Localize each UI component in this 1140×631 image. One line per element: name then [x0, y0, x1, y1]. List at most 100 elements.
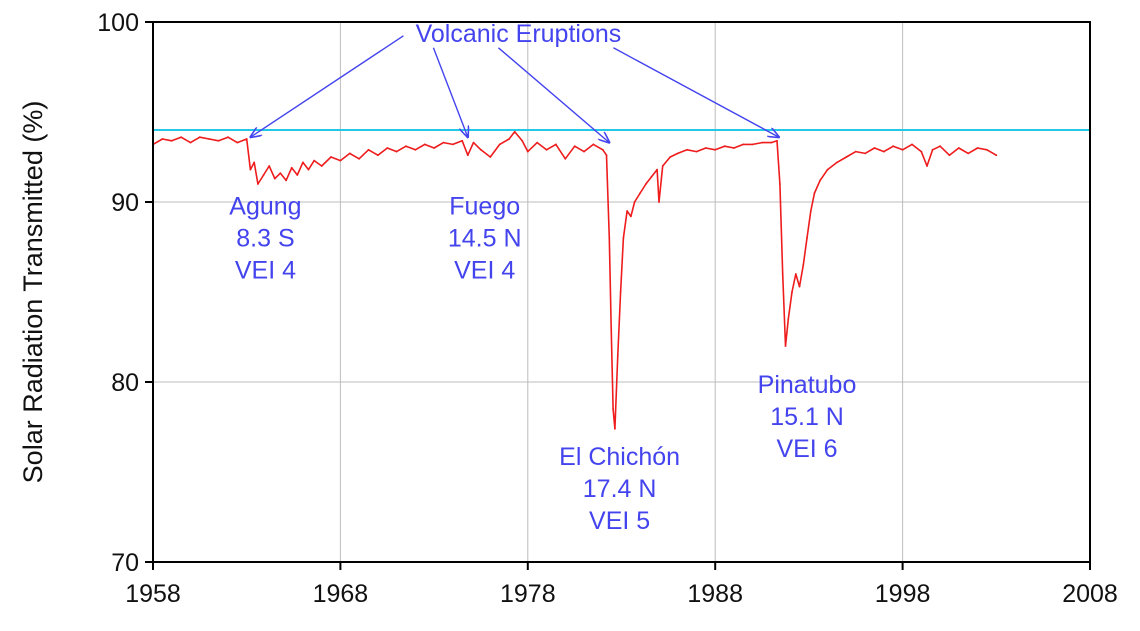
data-point [521, 139, 524, 142]
data-point [377, 154, 379, 157]
data-point [931, 148, 934, 151]
data-point [612, 408, 614, 410]
data-point [610, 327, 613, 329]
data-point [948, 154, 951, 157]
data-point [770, 141, 773, 144]
data-point [285, 179, 287, 182]
data-point [405, 145, 407, 148]
x-tick-label: 1978 [500, 580, 556, 608]
data-point [236, 141, 239, 144]
data-point [262, 174, 265, 176]
eruption-vei: VEI 5 [589, 507, 650, 535]
data-point [273, 177, 276, 180]
data-point [461, 139, 464, 142]
eruption-vei: VEI 4 [235, 257, 296, 285]
data-point [864, 152, 866, 155]
data-point [656, 168, 658, 171]
plot-frame [152, 21, 1091, 563]
data-point [809, 210, 812, 212]
data-point [826, 168, 829, 171]
data-point [926, 165, 928, 167]
data-point [433, 147, 435, 149]
eruption-vei: VEI 6 [776, 435, 837, 463]
data-point [442, 141, 445, 144]
data-point [423, 143, 426, 146]
x-tick-label: 1998 [875, 580, 931, 608]
data-point [630, 215, 632, 218]
y-tick-label: 100 [97, 9, 139, 37]
data-point [967, 152, 970, 155]
data-point [307, 168, 310, 171]
data-point [249, 168, 252, 171]
eruption-arrow [250, 35, 404, 137]
data-point [472, 141, 475, 144]
data-point [414, 148, 417, 151]
data-point [290, 166, 293, 169]
data-point [489, 156, 492, 158]
data-point [619, 291, 622, 293]
eruption-name: Pinatubo [758, 371, 857, 399]
data-point [742, 143, 745, 146]
data-point [583, 150, 585, 153]
data-point [802, 264, 805, 266]
data-point [253, 161, 256, 164]
data-point [794, 273, 797, 275]
x-tick-label: 1958 [125, 580, 181, 608]
data-point [633, 201, 636, 203]
data-point [626, 210, 628, 212]
data-point [781, 273, 784, 275]
data-point [813, 192, 816, 194]
data-point [573, 145, 576, 148]
data-point [645, 183, 647, 185]
data-point [170, 139, 173, 142]
data-point [513, 130, 516, 133]
data-point [386, 147, 389, 149]
eruption-latitude: 15.1 N [770, 403, 844, 431]
data-point [791, 291, 793, 293]
data-point [198, 136, 201, 139]
y-tick-label: 70 [111, 549, 139, 577]
eruption-latitude: 8.3 S [236, 225, 294, 253]
data-point [845, 156, 848, 158]
data-point [358, 157, 360, 160]
data-point [661, 165, 664, 167]
data-point [526, 150, 529, 153]
data-point [367, 148, 370, 151]
eruption-vei: VEI 4 [454, 257, 515, 285]
data-point [920, 150, 923, 153]
data-point [536, 141, 539, 144]
data-point [480, 148, 482, 151]
data-point [669, 156, 672, 158]
data-point [614, 427, 616, 430]
eruption-latitude: 17.4 N [583, 475, 657, 503]
data-point [508, 138, 510, 140]
data-point [957, 147, 960, 149]
data-point [605, 154, 608, 157]
data-point [911, 143, 913, 146]
data-point [976, 147, 979, 149]
eruption-name: Fuego [449, 193, 520, 221]
data-point [761, 141, 763, 144]
data-point [798, 285, 801, 288]
data-point [608, 237, 611, 239]
grid [153, 22, 1090, 562]
data-point [695, 150, 698, 153]
data-point [616, 354, 619, 356]
data-point [339, 159, 342, 162]
data-point [227, 136, 229, 139]
data-point [330, 156, 332, 158]
annotation-layer: Volcanic Eruptions Agung 8.3 S VEI 4 Fuego 14… [229, 20, 856, 535]
data-point [819, 179, 821, 182]
data-point [498, 143, 501, 146]
data-point [650, 175, 653, 178]
data-point [466, 154, 469, 157]
data-point [313, 159, 316, 162]
data-point [676, 152, 679, 155]
data-point [208, 138, 211, 140]
x-tick-label: 1988 [687, 580, 743, 608]
y-axis-title: Solar Radiation Transmitted (%) [18, 101, 48, 484]
data-point [986, 148, 988, 151]
data-point [555, 143, 557, 146]
data-point [854, 150, 857, 153]
